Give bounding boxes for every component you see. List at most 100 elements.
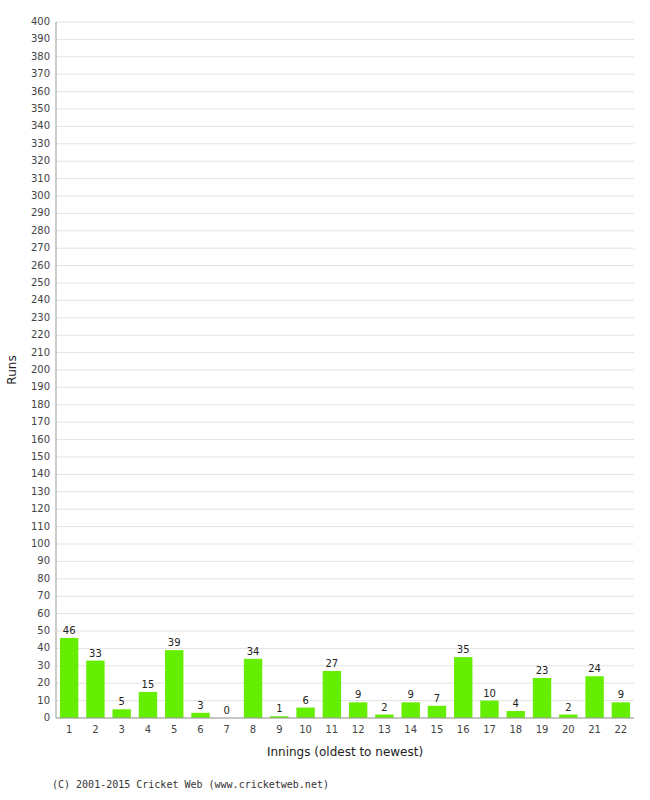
x-tick-label: 13 [378, 724, 391, 735]
x-tick-label: 10 [299, 724, 312, 735]
y-tick-label: 390 [31, 33, 50, 44]
grid-line [56, 422, 634, 423]
x-tick-label: 9 [276, 724, 282, 735]
grid-line [56, 404, 634, 405]
data-label: 9 [407, 689, 413, 700]
bar [244, 659, 262, 718]
bar [612, 702, 630, 718]
bar [428, 706, 446, 718]
bar [191, 713, 209, 718]
y-tick-label: 260 [31, 260, 50, 271]
x-axis-line [56, 718, 634, 719]
grid-line [56, 335, 634, 336]
y-tick-label: 360 [31, 86, 50, 97]
bar [139, 692, 157, 718]
y-tick-label: 340 [31, 120, 50, 131]
y-tick-label: 10 [37, 695, 50, 706]
grid-line [56, 109, 634, 110]
data-label: 3 [197, 700, 203, 711]
grid-line [56, 387, 634, 388]
data-labels: 46335153930341627929735104232249 [63, 625, 624, 716]
y-tick-label: 300 [31, 190, 50, 201]
y-tick-label: 370 [31, 68, 50, 79]
x-tick-label: 17 [483, 724, 496, 735]
x-tick-label: 21 [588, 724, 601, 735]
grid-line [56, 352, 634, 353]
data-label: 35 [457, 644, 470, 655]
grid-line [56, 213, 634, 214]
y-tick-label: 70 [37, 590, 50, 601]
data-label: 27 [325, 658, 338, 669]
x-tick-label: 2 [92, 724, 98, 735]
y-tick-label: 280 [31, 225, 50, 236]
grid-line [56, 143, 634, 144]
grid-line [56, 22, 634, 23]
data-label: 10 [483, 688, 496, 699]
x-tick-label: 8 [250, 724, 256, 735]
x-tick-label: 15 [431, 724, 444, 735]
y-tick-label: 310 [31, 173, 50, 184]
y-tick-label: 60 [37, 608, 50, 619]
grid-line [56, 300, 634, 301]
y-tick-label: 140 [31, 468, 50, 479]
y-tick-label: 160 [31, 434, 50, 445]
y-tick-label: 150 [31, 451, 50, 462]
y-tick-label: 180 [31, 399, 50, 410]
bar [480, 701, 498, 718]
y-tick-label: 20 [37, 677, 50, 688]
y-tick-label: 130 [31, 486, 50, 497]
bar [559, 715, 577, 718]
grid-line [56, 526, 634, 527]
grid-line [56, 474, 634, 475]
y-tick-label: 0 [44, 712, 50, 723]
grid-line [56, 544, 634, 545]
data-label: 2 [565, 702, 571, 713]
grid-line [56, 613, 634, 614]
grid-line [56, 718, 634, 719]
y-tick-label: 90 [37, 555, 50, 566]
grid-line [56, 248, 634, 249]
grid-line [56, 161, 634, 162]
data-label: 34 [247, 646, 260, 657]
y-tick-label: 200 [31, 364, 50, 375]
grid-line [56, 178, 634, 179]
grid-line [56, 74, 634, 75]
y-tick-label: 30 [37, 660, 50, 671]
data-label: 6 [302, 695, 308, 706]
y-axis-line [56, 22, 57, 718]
y-tick-label: 220 [31, 329, 50, 340]
x-tick-label: 11 [325, 724, 338, 735]
y-tick-label: 100 [31, 538, 50, 549]
bars [60, 638, 630, 718]
y-tick-label: 210 [31, 347, 50, 358]
y-tick-label: 330 [31, 138, 50, 149]
grid-line [56, 230, 634, 231]
grid-line [56, 457, 634, 458]
grid-line [56, 317, 634, 318]
x-tick-label: 1 [66, 724, 72, 735]
x-tick-label: 12 [352, 724, 365, 735]
grid-line [56, 648, 634, 649]
y-tick-label: 400 [31, 16, 50, 27]
grid-line [56, 91, 634, 92]
grid-line [56, 370, 634, 371]
x-axis-title: Innings (oldest to newest) [267, 745, 423, 759]
grid-line [56, 196, 634, 197]
chart: 0102030405060708090100110120130140150160… [0, 0, 650, 800]
y-tick-label: 350 [31, 103, 50, 114]
grid-line [56, 578, 634, 579]
grid-line [56, 126, 634, 127]
y-tick-label: 50 [37, 625, 50, 636]
data-label: 46 [63, 625, 76, 636]
bar [507, 711, 525, 718]
grid-line [56, 491, 634, 492]
bar [349, 702, 367, 718]
data-label: 2 [381, 702, 387, 713]
y-tick-label: 230 [31, 312, 50, 323]
bar [323, 671, 341, 718]
chart-container: 0102030405060708090100110120130140150160… [0, 0, 650, 800]
x-axis: 12345678910111213141516171819202122 [56, 718, 634, 735]
bar [112, 709, 130, 718]
x-tick-label: 4 [145, 724, 151, 735]
data-label: 0 [224, 705, 230, 716]
